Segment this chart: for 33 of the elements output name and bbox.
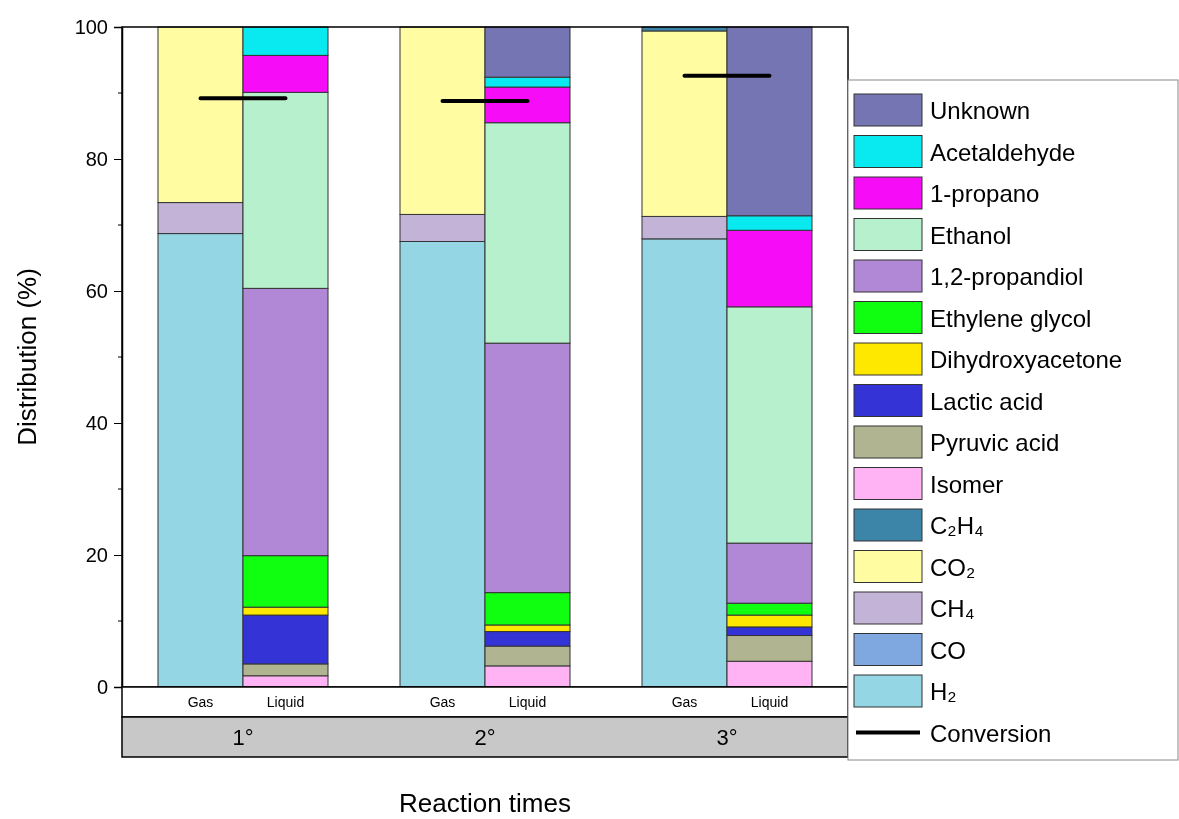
- legend-label: Dihydroxyacetone: [930, 346, 1123, 373]
- text: 3°: [716, 725, 738, 750]
- legend-label: 1,2-propandiol: [930, 263, 1084, 290]
- legend-label: Isomer: [930, 470, 1004, 498]
- legend-label: Lactic acid: [930, 387, 1044, 415]
- x-axis-title: Reaction times: [399, 788, 571, 818]
- x-tick-label: Gas: [429, 694, 456, 710]
- legend-label: CO: [930, 636, 966, 664]
- y-tick-label: 0: [96, 675, 108, 698]
- x-tick-label: Liquid: [508, 694, 547, 710]
- legend-label: Ethylene glycol: [930, 304, 1092, 332]
- x-tick-label: Gas: [187, 694, 214, 710]
- x-tick-label: Liquid: [266, 694, 305, 710]
- y-tick-label: 20: [85, 543, 108, 566]
- y-axis-title: Distribution (%): [12, 268, 42, 446]
- legend-label: CO₂: [930, 553, 976, 581]
- text: 1°: [232, 725, 254, 750]
- legend-label: H₂: [930, 678, 957, 705]
- legend-label: Ethanol: [930, 221, 1012, 249]
- y-tick-label: 80: [85, 147, 108, 170]
- legend-label: CH₄: [930, 595, 975, 622]
- x-tick-label: Liquid: [750, 694, 789, 710]
- legend-label: Unknown: [930, 97, 1031, 124]
- legend-label: 1-propano: [930, 180, 1040, 207]
- y-tick-label: 60: [85, 279, 108, 302]
- legend-label: C₂H₄: [930, 512, 984, 539]
- legend-label: Conversion: [930, 719, 1052, 747]
- y-tick-label: 100: [74, 15, 108, 38]
- legend-label: Pyruvic acid: [930, 429, 1060, 456]
- y-tick-label: 40: [85, 411, 108, 434]
- x-tick-label: Gas: [671, 694, 698, 710]
- text: 2°: [474, 725, 496, 750]
- legend-label: Acetaldehyde: [930, 138, 1076, 166]
